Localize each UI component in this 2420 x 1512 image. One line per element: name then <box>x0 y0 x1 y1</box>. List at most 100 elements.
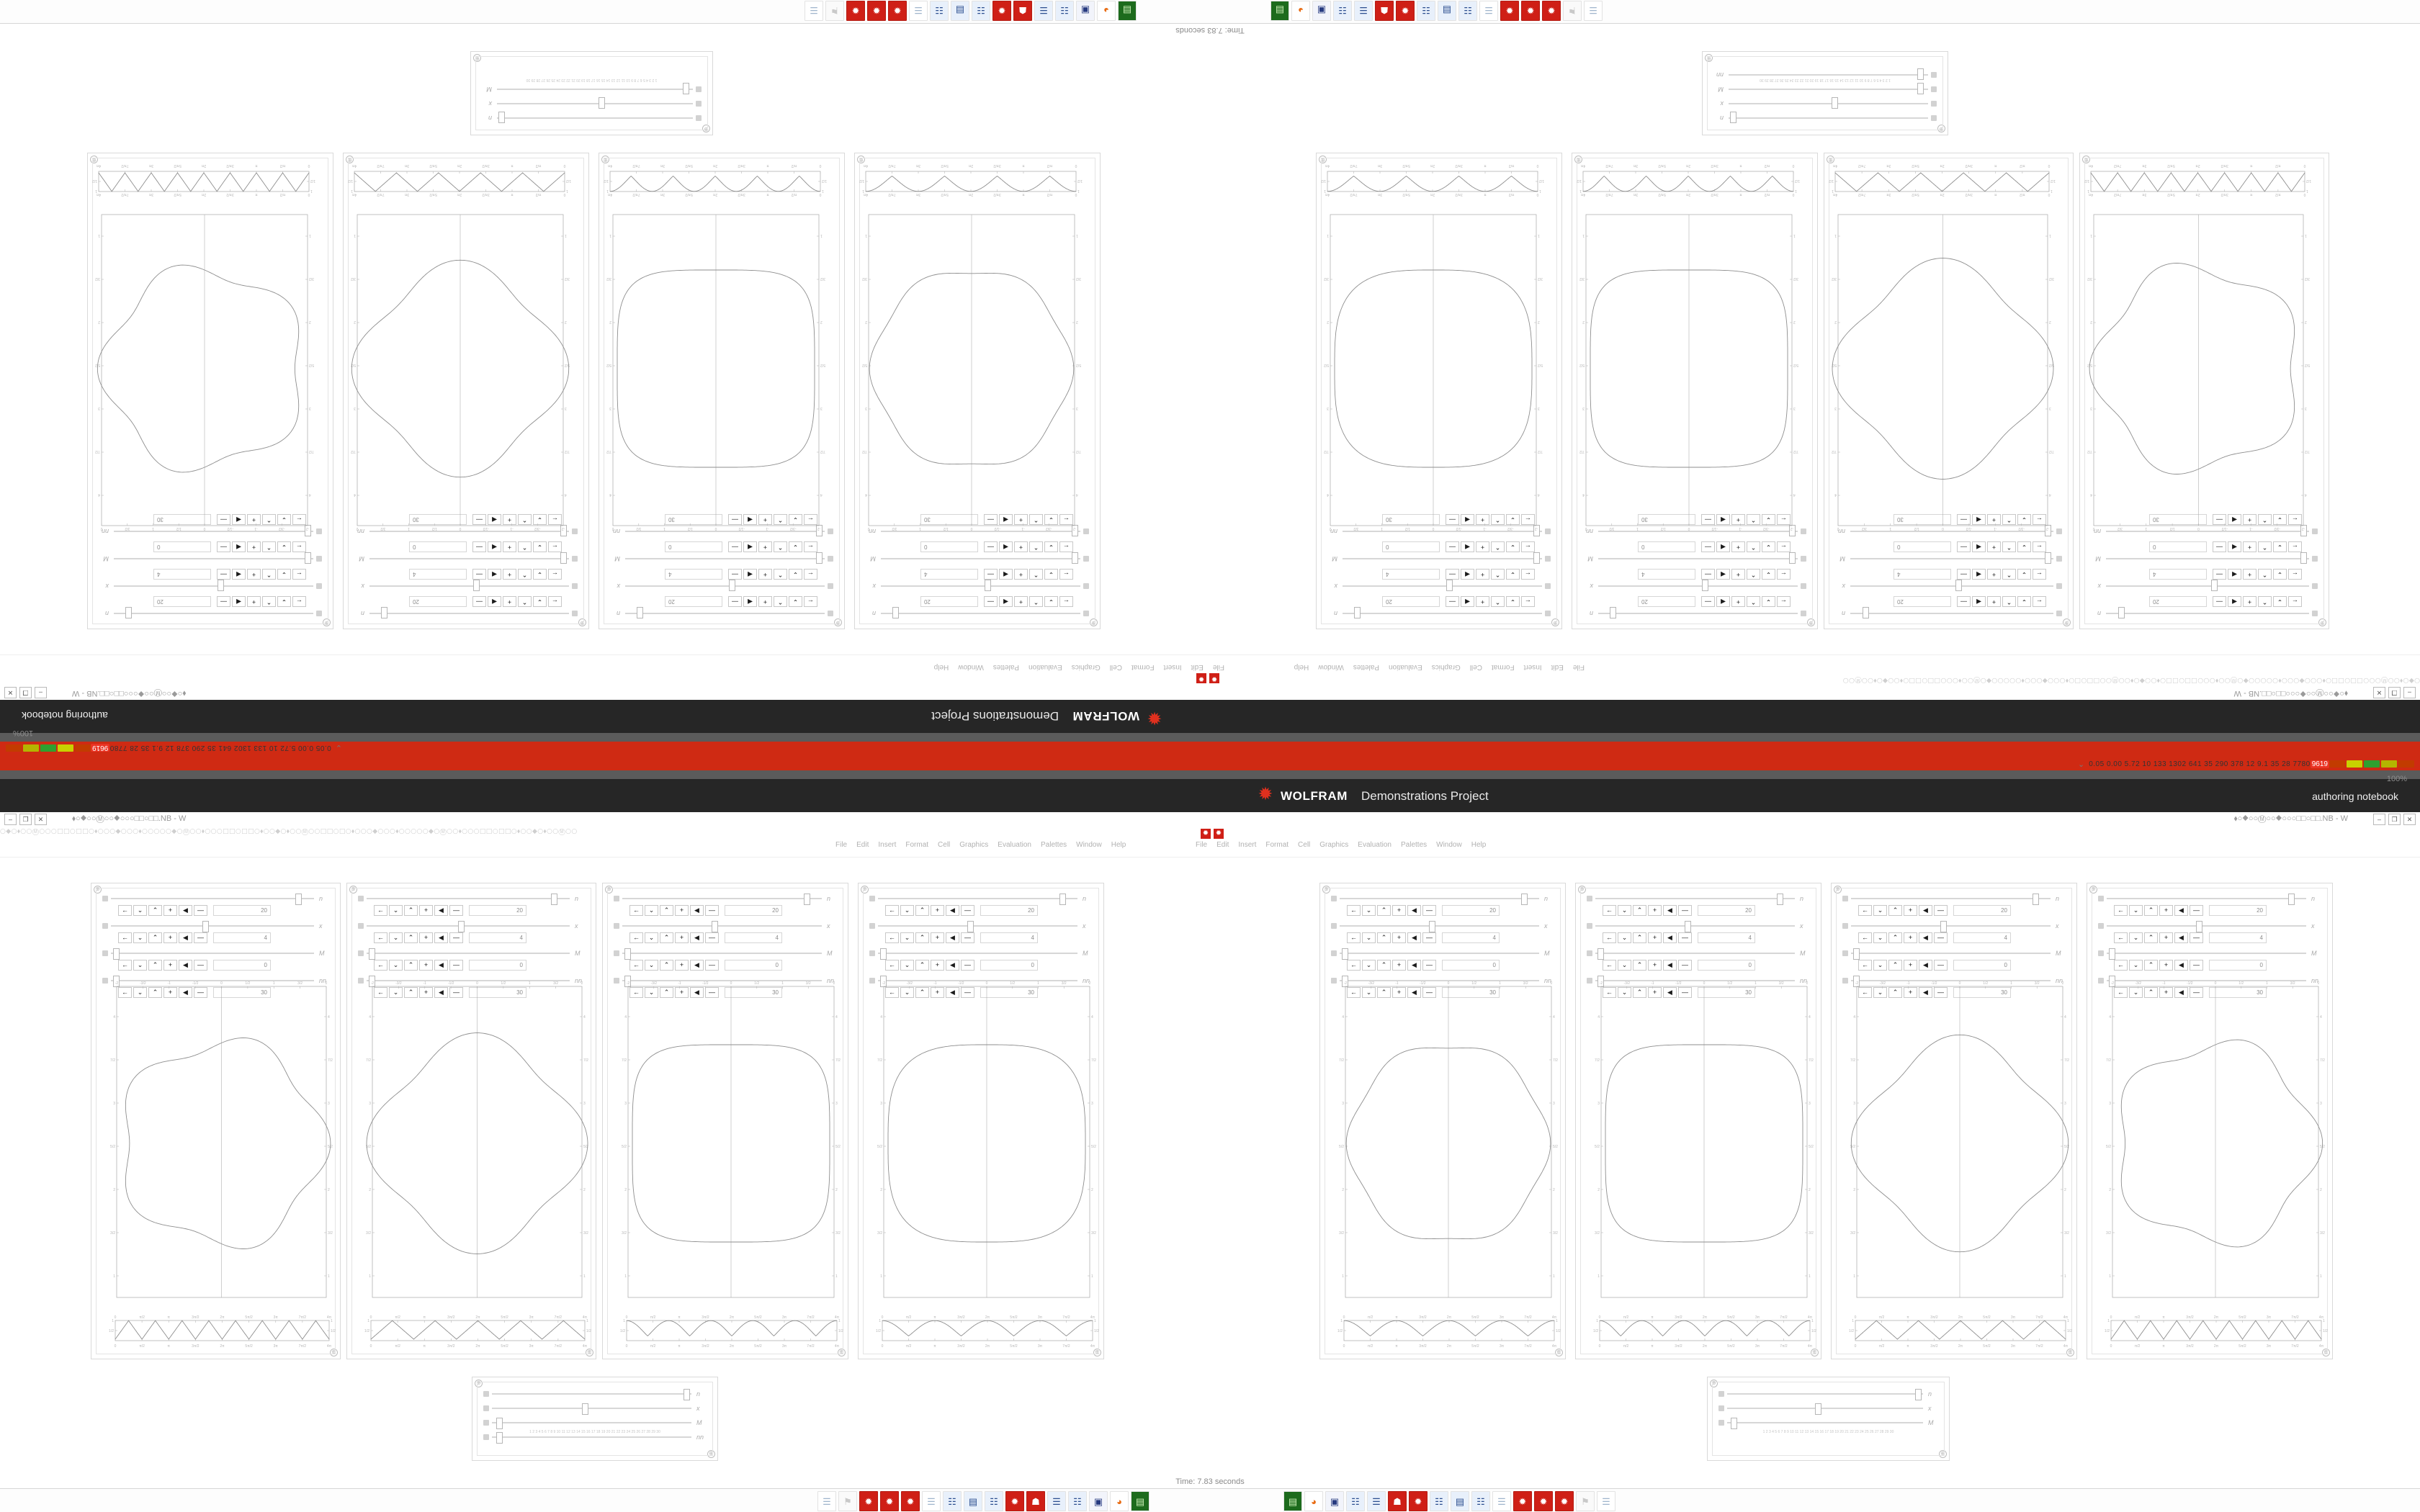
menu-item-file[interactable]: File <box>1572 663 1585 671</box>
slider-thumb[interactable] <box>712 921 719 932</box>
stop-button[interactable]: — <box>217 596 230 607</box>
play-button[interactable]: ◀ <box>179 960 192 971</box>
animate-button[interactable]: + <box>1014 596 1028 607</box>
step-down-button[interactable]: ⌄ <box>389 960 403 971</box>
slider-track[interactable] <box>622 894 822 905</box>
play-button[interactable]: ◀ <box>1663 987 1677 998</box>
step-down-button[interactable]: ⌄ <box>645 987 658 998</box>
collapse-icon[interactable] <box>1587 923 1592 929</box>
play-button[interactable]: ◀ <box>1716 596 1730 607</box>
step-down-button[interactable]: ⌄ <box>1873 932 1887 943</box>
animate-button[interactable]: + <box>1648 987 1662 998</box>
control-value-field[interactable]: 4 <box>1442 932 1500 943</box>
menu-item-file[interactable]: File <box>1212 663 1224 671</box>
reset-button[interactable]: ← <box>1347 960 1361 971</box>
slider-track[interactable] <box>625 580 825 591</box>
reset-button[interactable]: ← <box>2288 596 2302 607</box>
menu-item-insert[interactable]: Insert <box>1523 663 1542 671</box>
slider-track[interactable] <box>1850 552 2053 564</box>
reset-button[interactable]: ← <box>1858 987 1872 998</box>
close-button[interactable]: ✕ <box>2403 814 2416 825</box>
slider-track[interactable] <box>1851 894 2051 905</box>
stop-button[interactable]: — <box>1422 960 1436 971</box>
slider-track[interactable] <box>1595 921 1795 932</box>
step-down-button[interactable]: ⌄ <box>133 987 147 998</box>
document-icon[interactable]: ☰ <box>1479 1 1498 21</box>
control-value-field[interactable]: 0 <box>409 541 467 552</box>
slider-thumb[interactable] <box>1597 948 1604 960</box>
notebook-icon[interactable]: ☷ <box>1055 1 1074 21</box>
step-down-button[interactable]: ⌄ <box>1618 905 1631 916</box>
slider-thumb[interactable] <box>1940 921 1948 932</box>
firefox-icon[interactable]: ◕ <box>1304 1491 1323 1511</box>
play-button[interactable]: ◀ <box>999 541 1013 552</box>
slider-thumb[interactable] <box>112 976 120 987</box>
slider-track[interactable] <box>2107 948 2306 960</box>
menu-item-graphics[interactable]: Graphics <box>1431 663 1461 671</box>
slider-thumb[interactable] <box>2287 894 2295 905</box>
control-value-field[interactable]: 4 <box>665 569 722 580</box>
step-down-button[interactable]: ⌄ <box>900 905 914 916</box>
slider-thumb[interactable] <box>2118 607 2125 618</box>
animate-button[interactable]: + <box>2159 987 2173 998</box>
notebook-icon[interactable]: ☷ <box>972 1 990 21</box>
step-up-button[interactable]: ⌃ <box>774 569 787 580</box>
collapse-icon[interactable] <box>828 611 833 616</box>
slider-track[interactable] <box>1595 976 1795 987</box>
animate-button[interactable]: + <box>1987 569 2001 580</box>
step-down-button[interactable]: ⌄ <box>2273 569 2287 580</box>
step-down-button[interactable]: ⌄ <box>900 987 914 998</box>
notebook-icon[interactable]: ☰ <box>1354 1 1373 21</box>
play-button[interactable]: ◀ <box>946 987 959 998</box>
firefox-icon[interactable]: ◕ <box>1110 1491 1129 1511</box>
reset-button[interactable]: ← <box>374 905 387 916</box>
collapse-icon[interactable] <box>358 923 364 929</box>
menu-item-evaluation[interactable]: Evaluation <box>1358 841 1392 849</box>
reset-button[interactable]: ← <box>292 541 306 552</box>
control-value-field[interactable]: 4 <box>409 569 467 580</box>
animate-button[interactable]: + <box>247 541 261 552</box>
reset-button[interactable]: ← <box>2114 987 2128 998</box>
stop-button[interactable]: — <box>961 932 974 943</box>
step-up-button[interactable]: ⌃ <box>1747 569 1760 580</box>
stop-button[interactable]: — <box>1678 905 1692 916</box>
animate-button[interactable]: + <box>163 905 177 916</box>
control-value-field[interactable]: 20 <box>2149 596 2207 607</box>
window-icon[interactable]: ▤ <box>951 1 969 21</box>
slider-thumb[interactable] <box>496 1432 503 1444</box>
collapse-icon[interactable] <box>102 978 108 984</box>
collapse-icon[interactable] <box>869 923 875 929</box>
step-down-button[interactable]: ⌄ <box>1044 541 1058 552</box>
collapse-icon[interactable] <box>1587 896 1592 901</box>
document-icon[interactable]: ☰ <box>817 1491 836 1511</box>
menu-item-palettes[interactable]: Palettes <box>1401 841 1428 849</box>
reset-button[interactable]: ← <box>1603 905 1616 916</box>
control-value-field[interactable]: 0 <box>1442 960 1500 971</box>
notebook-icon[interactable]: ☰ <box>1047 1491 1066 1511</box>
collapse-icon[interactable] <box>483 1420 489 1426</box>
play-button[interactable]: ◀ <box>1716 541 1730 552</box>
step-down-button[interactable]: ⌄ <box>645 960 658 971</box>
close-button[interactable]: ✕ <box>2373 687 2385 698</box>
collapse-icon[interactable] <box>1083 556 1089 562</box>
collapse-icon[interactable] <box>2098 923 2104 929</box>
stop-button[interactable]: — <box>961 960 974 971</box>
stop-button[interactable]: — <box>1678 987 1692 998</box>
play-button[interactable]: ◀ <box>1919 932 1932 943</box>
step-down-button[interactable]: ⌄ <box>1762 541 1775 552</box>
play-button[interactable]: ◀ <box>1663 905 1677 916</box>
slider-thumb[interactable] <box>1429 921 1436 932</box>
collapse-icon[interactable] <box>696 101 702 107</box>
step-up-button[interactable]: ⌃ <box>148 932 162 943</box>
control-value-field[interactable]: 0 <box>665 541 722 552</box>
animate-button[interactable]: + <box>419 960 433 971</box>
slider-track[interactable] <box>1850 580 2053 591</box>
menu-item-window[interactable]: Window <box>1436 841 1462 849</box>
save-icon[interactable]: ▣ <box>1076 1 1095 21</box>
slider-thumb[interactable] <box>551 894 558 905</box>
control-value-field[interactable]: 0 <box>725 960 782 971</box>
reset-button[interactable]: ← <box>1347 987 1361 998</box>
step-down-button[interactable]: ⌄ <box>1362 932 1376 943</box>
step-up-button[interactable]: ⌃ <box>1888 932 1902 943</box>
menu-item-cell[interactable]: Cell <box>1298 841 1311 849</box>
